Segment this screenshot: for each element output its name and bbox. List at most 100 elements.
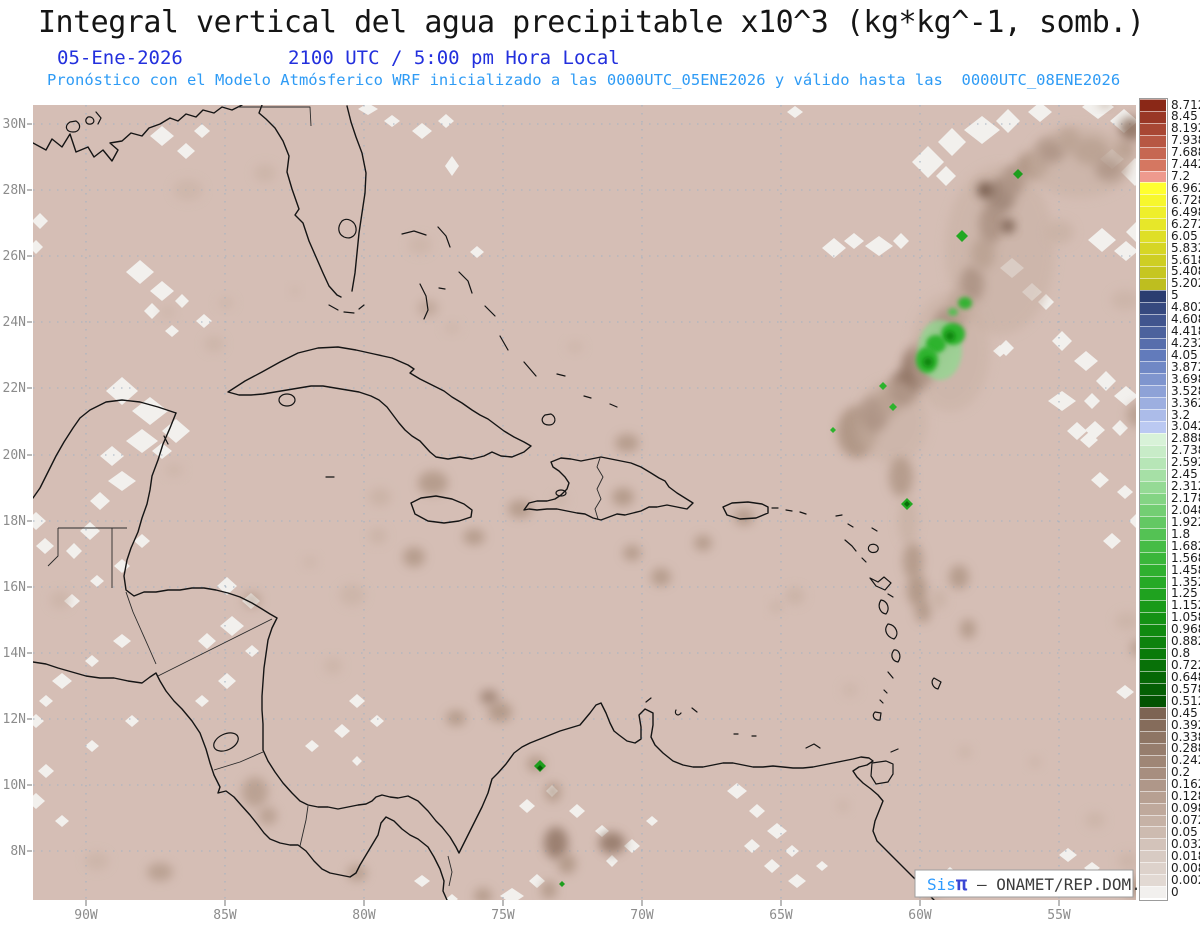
zero-patch [85,655,99,667]
zero-patch [787,106,803,118]
valid-date: 05-Ene-2026 [57,47,183,69]
colorbar-swatch [1140,516,1166,529]
colorbar-level-label: 7.442 [1171,157,1200,172]
colorbar-swatch [1140,587,1166,600]
zero-patch [1088,228,1116,252]
moisture-blob [842,683,858,697]
moisture-blob [694,535,712,551]
colorbar-level-label: 0.882 [1171,634,1200,649]
lon-label: 75W [491,908,515,923]
colorbar-level-label: 7.2 [1171,169,1191,184]
lat-label: 16N [3,580,26,595]
zero-patch [370,715,384,727]
zero-patch [414,875,430,887]
zero-patch [1052,331,1072,351]
zero-patch [150,126,174,146]
colorbar-level-label: 1.8 [1171,526,1191,541]
moisture-blob [50,591,70,609]
colorbar-swatch [1140,313,1166,326]
colorbar-swatch [1140,409,1166,421]
zero-patch [744,839,760,853]
zero-patch [177,143,195,159]
moisture-blob [1001,219,1015,233]
zero-patch [1117,485,1133,499]
moisture-blob [552,494,568,506]
zero-patch [519,799,535,813]
colorbar-swatch [1140,683,1166,696]
moisture-blob [1127,403,1136,427]
moisture-blob [290,286,300,296]
moisture-blob [915,599,931,623]
colorbar-level-label: 5.202 [1171,276,1200,291]
zero-patch [446,894,458,900]
moisture-blob [369,488,391,506]
colorbar-level-label: 5.618 [1171,252,1200,267]
zero-patch [36,538,54,554]
colorbar-level-label: 1.568 [1171,550,1200,565]
moisture-blob [403,547,425,567]
lake-okeechobee [338,218,357,239]
zero-patch [529,874,545,888]
colorbar-swatch [1140,110,1166,123]
colorbar-swatch [1140,277,1166,290]
colorbar-swatch [1140,134,1166,147]
colorbar-level-label: 3.698 [1171,371,1200,386]
zero-patch [844,233,864,249]
colorbar-level-label: 2.738 [1171,443,1200,458]
colorbar-level-label: 2.312 [1171,479,1200,494]
colorbar-level-label: 0.098 [1171,801,1200,816]
colorbar-swatch [1140,564,1166,576]
colorbar-level-label: 0.002 [1171,872,1200,887]
page-title: Integral vertical del agua precipitable … [38,5,1145,40]
florida-georgia-border [238,106,312,127]
bahamas-and-cays [163,226,618,478]
zero-patch [33,240,43,254]
colorbar-level-label: 8.712 [1171,97,1200,112]
colorbar-swatch [1140,659,1166,672]
colorbar-level-label: 5 [1171,288,1179,303]
zero-patch [606,855,618,867]
colorbar-swatch [1140,99,1166,111]
haiti-dr-border [594,457,604,520]
zero-patch [788,874,806,888]
isla-juventud [278,393,296,407]
zero-patch [352,756,362,766]
zero-patch [152,443,172,459]
moisture-blob [1028,126,1132,198]
colorbar-swatch [1140,254,1166,266]
lat-label: 14N [3,646,26,661]
zero-patch [126,260,154,284]
moisture-blob [1118,852,1136,870]
zero-patch [646,816,658,826]
moisture-blob [544,827,568,859]
colorbar-level-label: 1.152 [1171,598,1200,613]
colorbar-level-label: 1.682 [1171,538,1200,553]
yucatan-north-west [33,399,177,499]
high-moisture-cell [958,297,972,309]
colorbar-swatch [1140,766,1166,779]
colorbar-swatch [1140,194,1166,207]
lat-label: 8N [10,844,26,859]
lat-label: 24N [3,315,26,330]
colorbar-swatch [1140,337,1166,350]
watermark-org: – ONAMET/REP.DOM. [967,875,1140,894]
high-value-cells [534,169,1023,887]
colorbar-level-label: 4.418 [1171,324,1200,339]
colorbar-swatch [1140,373,1166,386]
jamaica [410,495,473,524]
high-moisture-spot [904,501,910,507]
zero-patch [334,724,350,738]
colorbar-level-label: 6.728 [1171,192,1200,207]
lat-label: 10N [3,778,26,793]
moisture-blob [960,619,976,639]
colorbar-level-label: 1.922 [1171,514,1200,529]
colorbar-swatch [1140,874,1166,887]
puerto-rico [722,501,769,520]
moisture-blob [418,471,448,495]
colorbar-level-label: 2.592 [1171,455,1200,470]
central-south-america-caribbean-coast [123,412,935,900]
high-moisture-spot [559,881,565,887]
colorbar-level-label: 0.242 [1171,753,1200,768]
zero-patch [125,715,139,727]
moisture-blob [147,863,173,881]
